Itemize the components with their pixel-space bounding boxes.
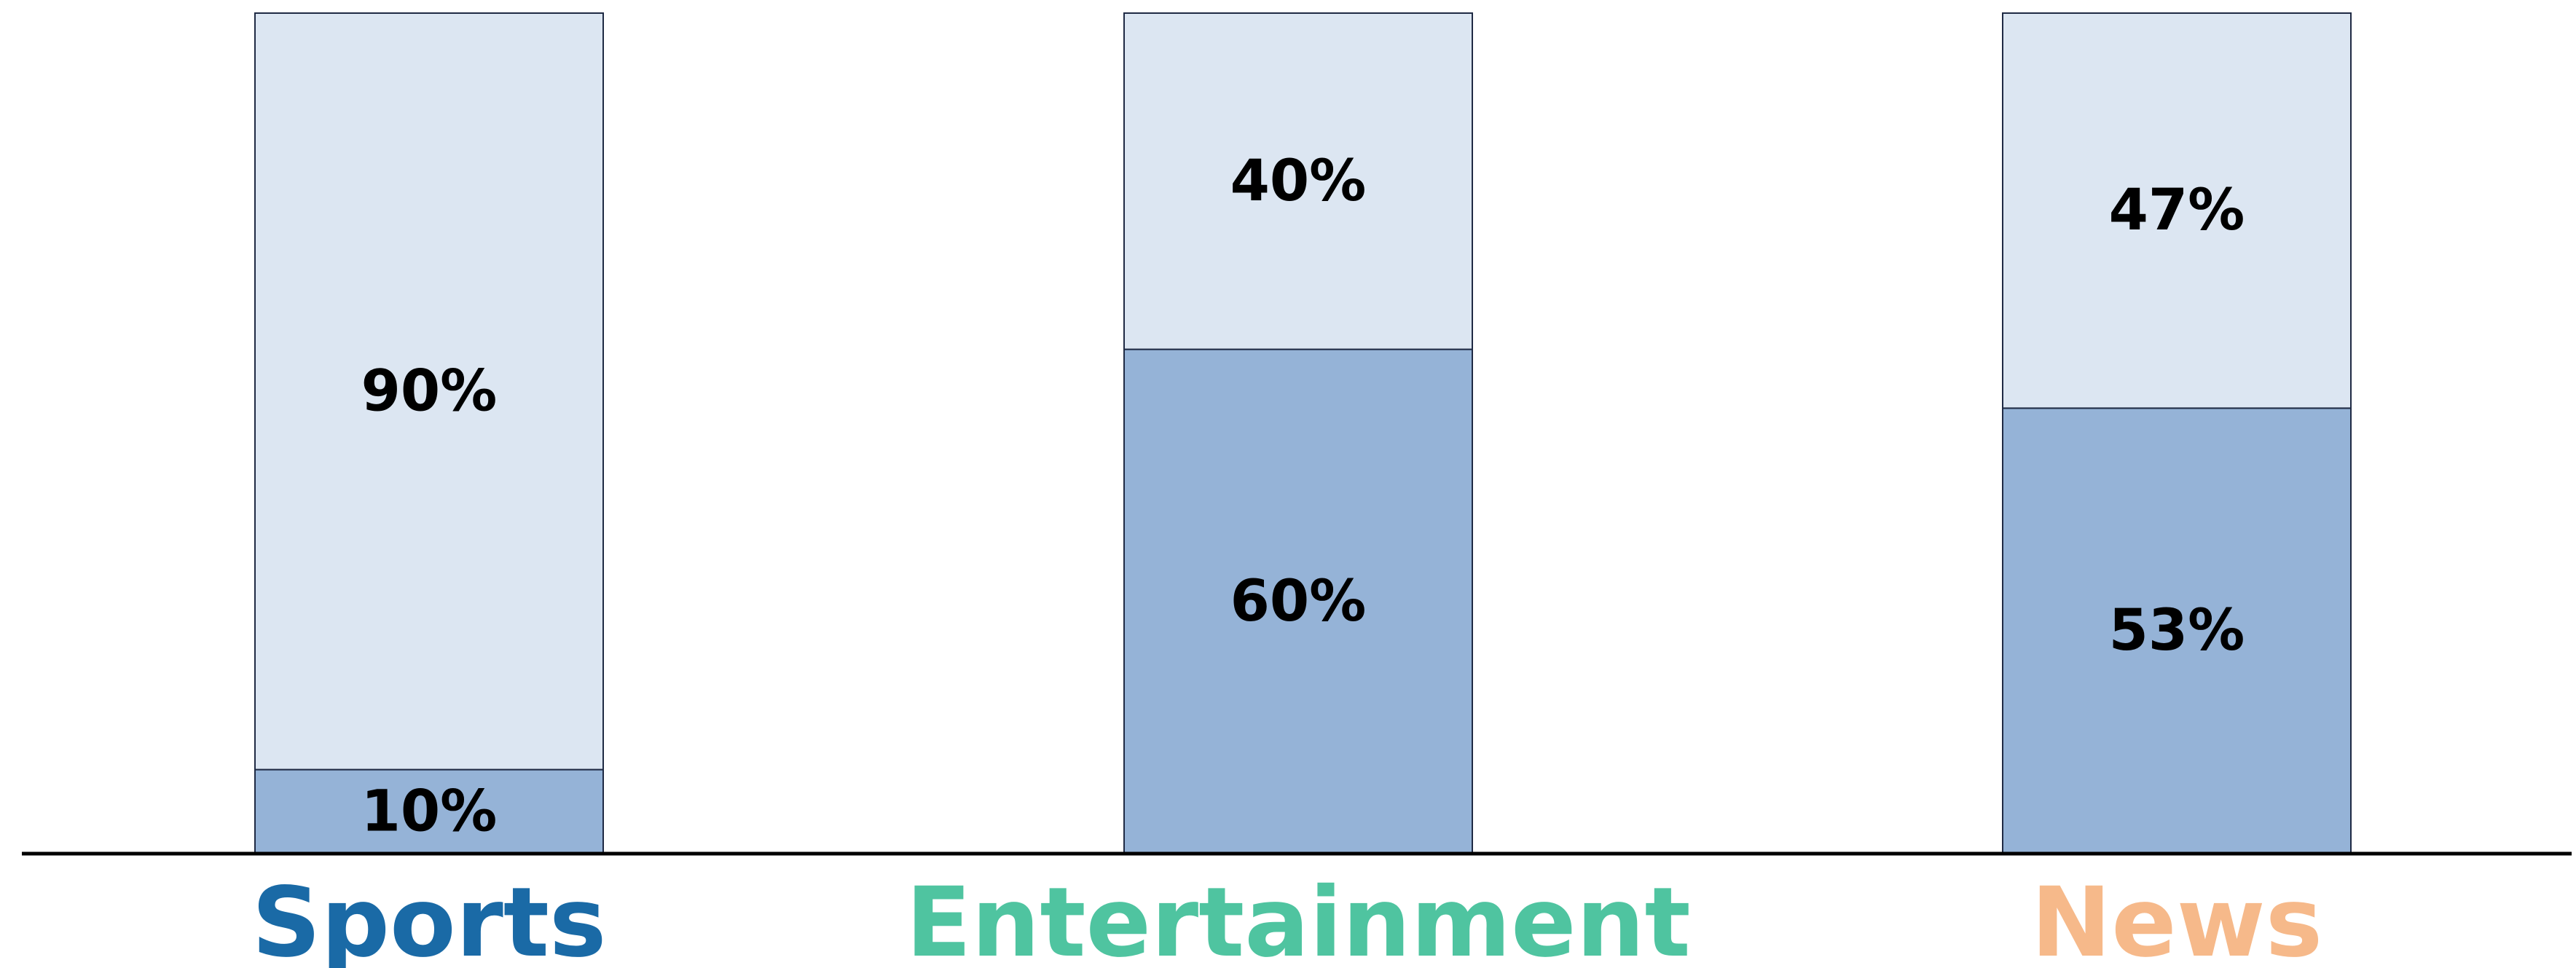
bar-segment-news-0 — [2002, 407, 2352, 854]
data-label-entertainment-1: 40% — [1230, 149, 1367, 214]
data-label-news-0: 53% — [2109, 598, 2245, 664]
value-labels-group: 10% 90% 60% 40% 53% 47% — [361, 149, 2245, 845]
bar-segment-entertainment-1 — [1123, 12, 1473, 350]
bars-group — [254, 12, 2352, 855]
category-label-sports: Sports — [251, 867, 606, 968]
category-label-entertainment: Entertainment — [906, 867, 1690, 968]
data-label-entertainment-0: 60% — [1230, 569, 1367, 634]
bar-segment-sports-0 — [254, 768, 604, 854]
category-labels-group: Sports Entertainment News — [251, 867, 2322, 968]
category-label-news: News — [2031, 867, 2323, 968]
data-label-sports-1: 90% — [361, 358, 498, 424]
data-label-sports-0: 10% — [361, 779, 498, 844]
data-label-news-1: 47% — [2109, 178, 2245, 243]
bar-segment-news-1 — [2002, 12, 2352, 409]
bar-segment-sports-1 — [254, 12, 604, 771]
